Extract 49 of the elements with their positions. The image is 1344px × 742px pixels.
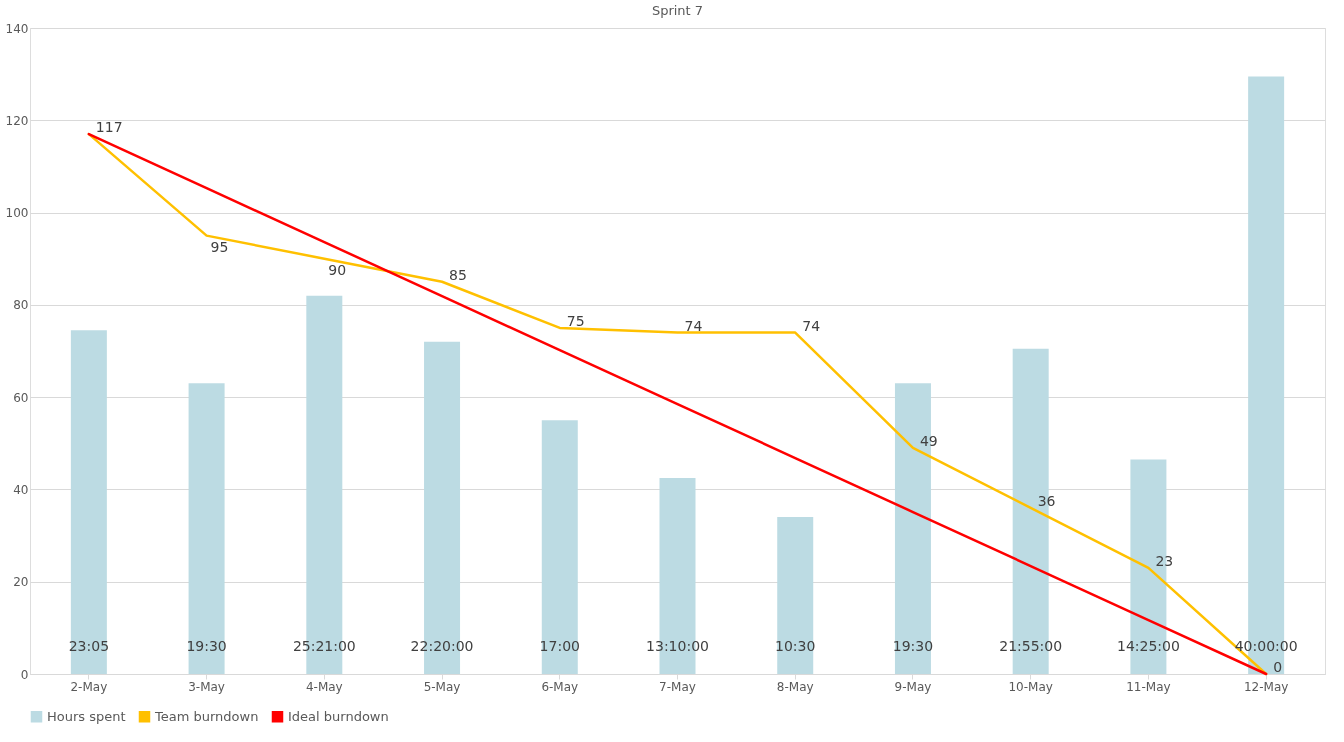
data-label: 23 bbox=[1155, 552, 1174, 569]
legend-label: Team burndown bbox=[154, 708, 259, 724]
y-tick-label: 20 bbox=[13, 575, 29, 590]
bar bbox=[188, 383, 225, 674]
data-label: 74 bbox=[802, 317, 821, 334]
annotation: 13:10:00 bbox=[646, 638, 709, 654]
y-tick-label: 0 bbox=[20, 667, 29, 682]
x-tick-label: 10-May bbox=[1008, 679, 1053, 694]
x-tick-label: 12-May bbox=[1243, 679, 1289, 694]
x-tick-label: 2-May bbox=[70, 679, 108, 694]
y-tick-label: 60 bbox=[13, 390, 29, 405]
y-tick-label: 40 bbox=[13, 482, 29, 497]
annotation: 17:00 bbox=[539, 638, 580, 654]
x-tick-label: 6-May bbox=[541, 679, 579, 694]
x-tick-label: 4-May bbox=[305, 679, 343, 694]
annotation: 10:30 bbox=[775, 638, 816, 654]
legend-label: Ideal burndown bbox=[288, 708, 389, 724]
legend-label: Hours spent bbox=[47, 708, 126, 724]
annotation: 19:30 bbox=[892, 638, 934, 654]
y-tick-label: 140 bbox=[5, 21, 29, 36]
data-label: 49 bbox=[919, 432, 938, 449]
annotation: 19:30 bbox=[186, 638, 227, 654]
annotation: 22:20:00 bbox=[410, 638, 474, 654]
annotation: 40:00:00 bbox=[1234, 638, 1298, 654]
data-label: 36 bbox=[1037, 492, 1056, 509]
y-tick-label: 100 bbox=[5, 206, 29, 221]
annotation: 23:05 bbox=[68, 638, 110, 654]
y-tick-label: 80 bbox=[13, 298, 29, 313]
data-label: 117 bbox=[95, 119, 123, 136]
annotation: 21:55:00 bbox=[999, 638, 1063, 654]
data-label: 0 bbox=[1273, 659, 1283, 675]
data-label: 95 bbox=[210, 238, 229, 255]
x-tick-label: 11-May bbox=[1126, 679, 1171, 694]
x-tick-label: 8-May bbox=[776, 679, 814, 694]
x-tick-label: 7-May bbox=[659, 679, 696, 694]
chart-title: Sprint 7 bbox=[651, 3, 704, 18]
x-tick-label: 9-May bbox=[894, 679, 932, 694]
bar bbox=[777, 517, 814, 674]
annotation: 14:25:00 bbox=[1116, 638, 1180, 654]
data-label: 75 bbox=[566, 312, 585, 329]
annotation: 25:21:00 bbox=[292, 638, 356, 654]
data-label: 85 bbox=[449, 266, 467, 283]
data-label: 90 bbox=[328, 261, 347, 278]
x-tick-label: 5-May bbox=[423, 679, 461, 694]
y-tick-label: 120 bbox=[5, 113, 29, 128]
bar bbox=[541, 420, 578, 674]
bar bbox=[70, 330, 107, 674]
data-label: 74 bbox=[684, 317, 703, 334]
x-tick-label: 3-May bbox=[188, 679, 225, 694]
